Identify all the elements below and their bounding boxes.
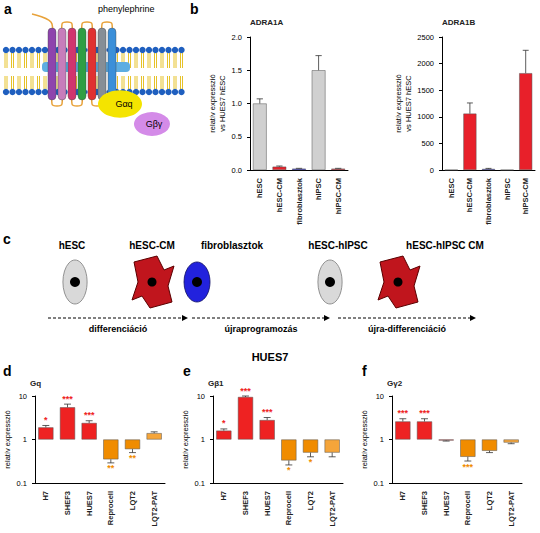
svg-text:újra-differenciáció: újra-differenciáció xyxy=(368,324,447,334)
svg-text:ADRA1B: ADRA1B xyxy=(442,18,476,27)
svg-text:0.1: 0.1 xyxy=(17,479,27,488)
svg-text:LQT2: LQT2 xyxy=(306,491,315,510)
svg-text:Reprocell: Reprocell xyxy=(106,491,115,525)
svg-text:SHEF3: SHEF3 xyxy=(63,491,72,515)
svg-text:vs HUES7 hESC: vs HUES7 hESC xyxy=(218,75,227,132)
svg-text:hESC-hIPSC CM: hESC-hIPSC CM xyxy=(406,240,484,251)
svg-text:0: 0 xyxy=(430,166,434,175)
svg-text:H7: H7 xyxy=(41,491,50,501)
svg-text:hIPSC: hIPSC xyxy=(503,177,512,200)
svg-text:LQT2-PAT: LQT2-PAT xyxy=(150,491,159,527)
svg-text:Gαq: Gαq xyxy=(115,99,132,109)
svg-text:2000: 2000 xyxy=(417,59,434,68)
svg-text:hESC-CM: hESC-CM xyxy=(465,178,474,212)
svg-text:újraprogramozás: újraprogramozás xyxy=(224,324,297,334)
svg-text:hESC: hESC xyxy=(59,240,86,251)
svg-text:HUES7: HUES7 xyxy=(263,491,272,516)
svg-text:HUES7: HUES7 xyxy=(85,491,94,516)
svg-text:HUES7: HUES7 xyxy=(252,351,289,363)
svg-text:10: 10 xyxy=(19,392,27,401)
svg-text:differenciáció: differenciáció xyxy=(89,324,148,334)
svg-text:hESC-hIPSC: hESC-hIPSC xyxy=(308,240,367,251)
svg-text:relatív expresszió: relatív expresszió xyxy=(208,74,217,132)
svg-text:500: 500 xyxy=(421,139,434,148)
svg-text:hESC-CM: hESC-CM xyxy=(129,240,175,251)
svg-text:relatív expresszió: relatív expresszió xyxy=(394,74,403,132)
svg-text:H7: H7 xyxy=(398,491,407,501)
svg-text:1.5: 1.5 xyxy=(232,66,242,75)
svg-text:LQT2: LQT2 xyxy=(485,491,494,510)
svg-text:LQT2-PAT: LQT2-PAT xyxy=(328,491,337,527)
svg-text:ADRA1A: ADRA1A xyxy=(250,18,284,27)
svg-text:***: *** xyxy=(84,410,95,420)
svg-text:relatív expresszió: relatív expresszió xyxy=(181,410,190,468)
svg-text:fibroblasztok: fibroblasztok xyxy=(295,177,304,224)
svg-text:10: 10 xyxy=(197,392,205,401)
svg-text:fibroblasztok: fibroblasztok xyxy=(484,177,493,224)
svg-text:d: d xyxy=(3,363,12,379)
svg-text:HUES7: HUES7 xyxy=(442,491,451,516)
svg-text:Gβγ: Gβγ xyxy=(146,119,163,129)
svg-text:b: b xyxy=(190,1,199,17)
svg-text:hESC-CM: hESC-CM xyxy=(275,178,284,212)
svg-text:*: * xyxy=(44,415,48,425)
svg-text:f: f xyxy=(362,363,367,379)
svg-text:phenylephrine: phenylephrine xyxy=(98,4,155,14)
svg-text:hIPSC: hIPSC xyxy=(314,177,323,200)
svg-text:***: *** xyxy=(62,394,73,404)
svg-text:Gγ2: Gγ2 xyxy=(387,379,403,388)
svg-text:*: * xyxy=(287,465,291,475)
svg-text:0.0: 0.0 xyxy=(232,166,242,175)
svg-text:hIPSC-CM: hIPSC-CM xyxy=(521,178,530,214)
svg-text:*: * xyxy=(222,418,226,428)
svg-text:1: 1 xyxy=(380,435,384,444)
svg-text:Reprocell: Reprocell xyxy=(284,491,293,525)
svg-text:vs HUES7 hESC: vs HUES7 hESC xyxy=(404,75,413,132)
svg-text:hIPSC-CM: hIPSC-CM xyxy=(334,178,343,214)
svg-text:10: 10 xyxy=(376,392,384,401)
svg-text:0.1: 0.1 xyxy=(195,479,205,488)
svg-text:1500: 1500 xyxy=(417,86,434,95)
svg-text:Gβ1: Gβ1 xyxy=(208,379,224,388)
svg-text:hESC: hESC xyxy=(447,177,456,198)
svg-text:Gq: Gq xyxy=(30,379,41,388)
svg-text:e: e xyxy=(183,363,191,379)
svg-text:1.0: 1.0 xyxy=(232,99,242,108)
svg-text:***: *** xyxy=(398,408,409,418)
svg-text:***: *** xyxy=(419,408,430,418)
svg-text:a: a xyxy=(4,1,12,17)
svg-text:***: *** xyxy=(463,462,474,472)
svg-text:1: 1 xyxy=(201,435,205,444)
svg-text:0.5: 0.5 xyxy=(232,132,242,141)
svg-text:LQT2-PAT: LQT2-PAT xyxy=(507,491,516,527)
svg-text:***: *** xyxy=(262,407,273,417)
svg-text:LQT2: LQT2 xyxy=(128,491,137,510)
svg-text:**: ** xyxy=(107,463,115,473)
svg-text:H7: H7 xyxy=(219,491,228,501)
svg-text:***: *** xyxy=(240,386,251,396)
svg-text:2.0: 2.0 xyxy=(232,33,242,42)
svg-text:relatív expresszió: relatív expresszió xyxy=(3,410,12,468)
svg-text:**: ** xyxy=(129,453,137,463)
svg-text:0.1: 0.1 xyxy=(374,479,384,488)
svg-text:relatív expresszió: relatív expresszió xyxy=(360,410,369,468)
svg-text:hESC: hESC xyxy=(255,177,264,198)
svg-text:c: c xyxy=(3,231,11,247)
svg-text:1: 1 xyxy=(23,435,27,444)
svg-text:fibroblasztok: fibroblasztok xyxy=(201,240,264,251)
svg-text:*: * xyxy=(309,457,313,467)
svg-text:SHEF3: SHEF3 xyxy=(420,491,429,515)
svg-text:SHEF3: SHEF3 xyxy=(241,491,250,515)
svg-text:2500: 2500 xyxy=(417,33,434,42)
svg-text:1000: 1000 xyxy=(417,112,434,121)
svg-text:Reprocell: Reprocell xyxy=(463,491,472,525)
